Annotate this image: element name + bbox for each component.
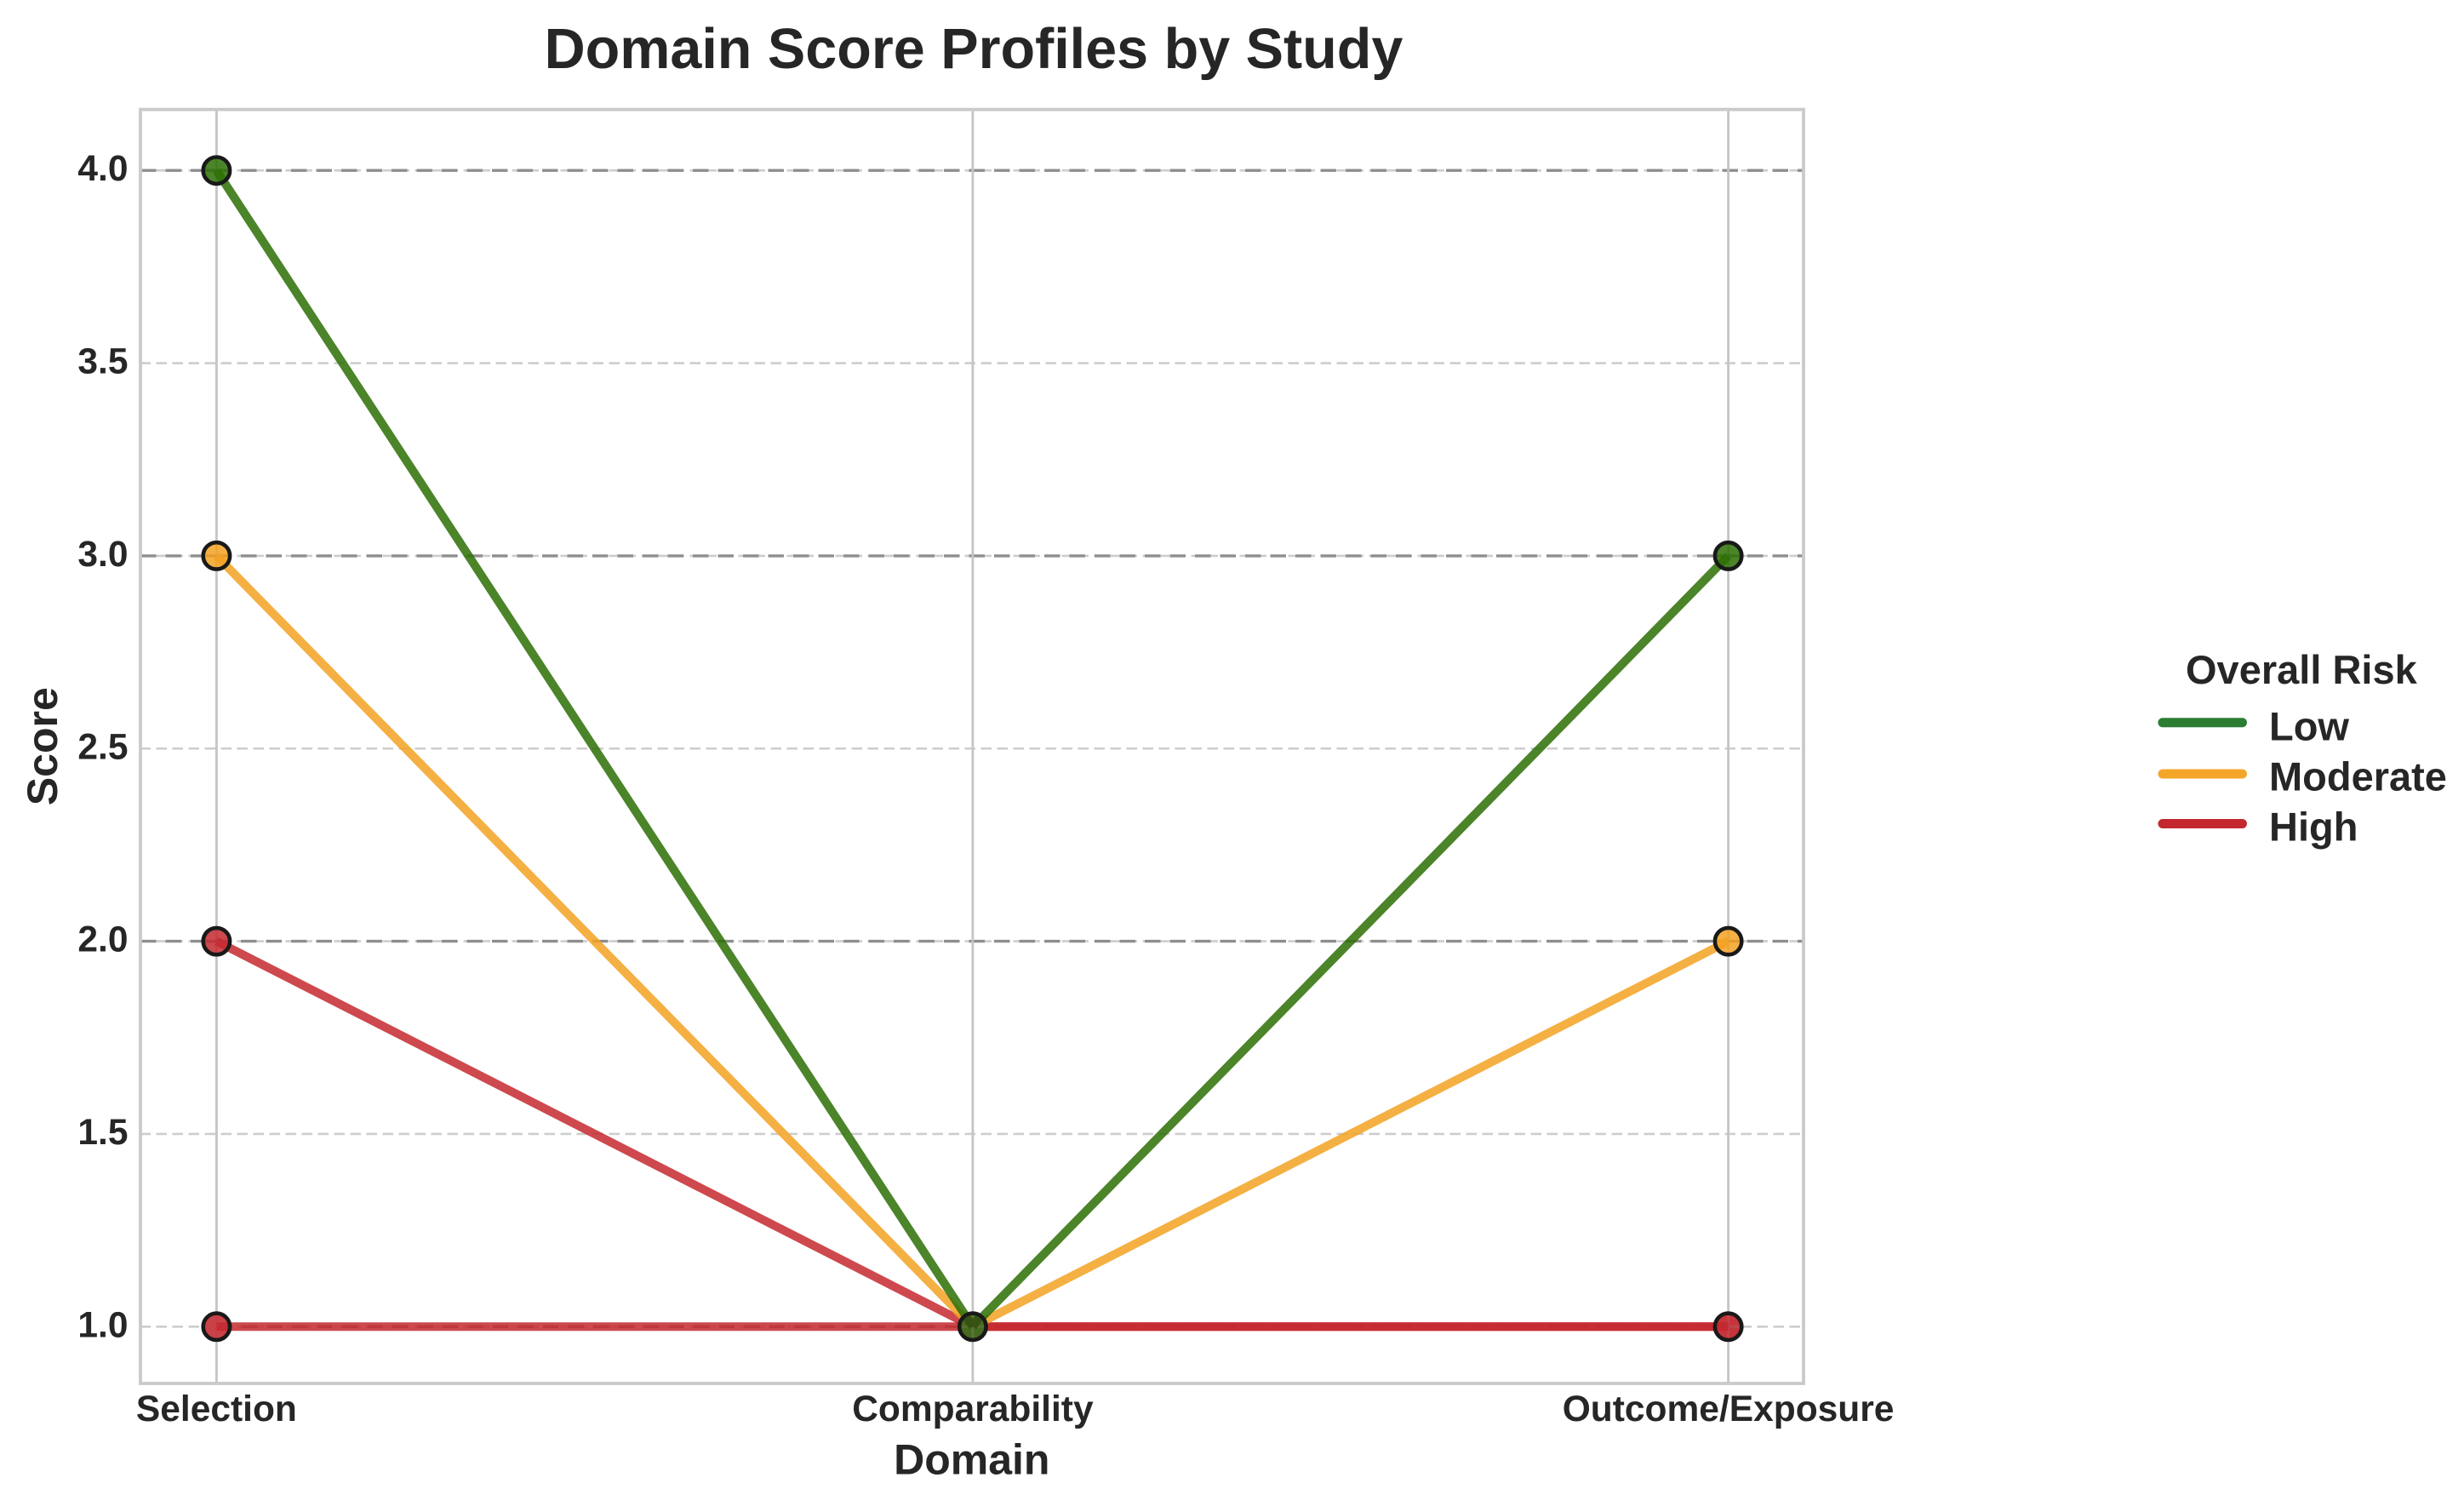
svg-text:2.5: 2.5 [77, 727, 128, 767]
svg-text:Domain Score Profiles by Study: Domain Score Profiles by Study [545, 18, 1404, 81]
svg-text:3.5: 3.5 [77, 342, 128, 382]
svg-text:1.0: 1.0 [77, 1305, 128, 1345]
svg-text:Outcome/Exposure: Outcome/Exposure [1563, 1389, 1895, 1429]
svg-text:Moderate: Moderate [2269, 754, 2447, 799]
svg-text:Comparability: Comparability [852, 1389, 1094, 1429]
svg-text:2.0: 2.0 [77, 920, 128, 960]
svg-text:1.5: 1.5 [77, 1113, 128, 1153]
svg-text:3.0: 3.0 [77, 535, 128, 575]
svg-text:Low: Low [2269, 704, 2349, 749]
svg-text:High: High [2269, 805, 2358, 850]
svg-text:4.0: 4.0 [77, 149, 128, 189]
svg-text:Overall Risk: Overall Risk [2186, 647, 2418, 692]
svg-text:Selection: Selection [136, 1389, 297, 1429]
svg-text:Score: Score [19, 687, 66, 805]
svg-text:Domain: Domain [894, 1435, 1049, 1483]
